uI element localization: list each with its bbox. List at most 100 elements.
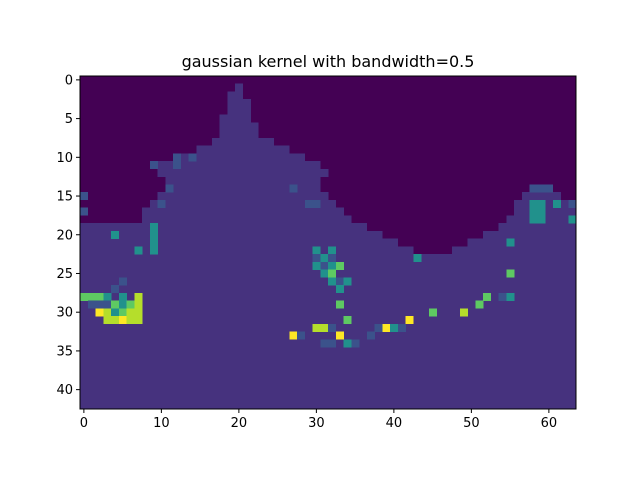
heatmap-cell [498,223,577,232]
heatmap-cell [483,292,492,301]
x-tick-label: 60 [541,416,558,431]
heatmap-cell [568,215,577,224]
heatmap-cell [111,285,120,294]
heatmap-cell [126,316,135,325]
heatmap-cell [328,339,337,348]
heatmap-cell [219,122,259,131]
heatmap-cell [413,254,422,263]
heatmap-cell [506,292,515,301]
heatmap-cell [537,207,546,216]
heatmap-cell [219,130,259,139]
heatmap-cell [80,378,577,387]
heatmap-cell [80,393,577,402]
heatmap-cell [149,161,158,170]
heatmap-cell [537,199,546,208]
heatmap-cell [335,331,344,340]
heatmap-cell [529,199,538,208]
heatmap-cell [506,269,515,278]
heatmap-cell [103,292,112,301]
heatmap-cell [126,300,135,309]
x-tick-label: 30 [308,416,325,431]
heatmap-cell [343,277,352,286]
heatmap-cell [320,323,329,332]
heatmap-cell [80,316,577,325]
heatmap-cell [134,246,143,255]
y-tick-label: 10 [56,151,73,166]
heatmap-cell [328,261,337,270]
heatmap-cell [312,261,321,270]
heatmap-cell [537,184,546,193]
heatmap-cell [149,246,158,255]
heatmap-cell [529,184,538,193]
heatmap-cell [227,91,244,100]
heatmap-cell [343,316,352,325]
heatmap-cell [149,199,337,208]
heatmap-cell [537,215,546,224]
heatmap-cell [343,339,352,348]
heatmap-cell [227,99,251,108]
heatmap-cell [521,192,561,201]
heatmap-cell [80,223,368,232]
heatmap-cell [87,300,96,309]
heatmap-cell [328,323,337,332]
heatmap-cell [118,277,127,286]
y-tick-label: 35 [56,344,73,359]
heatmap-cell [87,292,96,301]
heatmap-cell [328,254,337,263]
heatmap-cell [335,285,344,294]
heatmap-cell [111,308,120,317]
heatmap-cell [552,199,561,208]
heatmap-cell [165,184,321,193]
x-tick-label: 10 [153,416,170,431]
heatmap-cell [80,230,383,239]
heatmap-cell [335,277,344,286]
heatmap-cell [95,308,104,317]
heatmap-cell [289,184,298,193]
heatmap-cell [382,323,391,332]
heatmap-cell [320,269,329,278]
heatmap-cell [397,323,406,332]
heatmap-cell [157,168,329,177]
heatmap-cell [118,300,127,309]
y-tick-label: 30 [56,306,73,321]
heatmap-cell [103,308,112,317]
heatmap-cell [545,184,554,193]
heatmap-cell [80,192,89,201]
heatmap-cell [126,308,135,317]
heatmap-cell [188,153,197,162]
heatmap-cell [529,207,538,216]
heatmap-cell [134,316,143,325]
heatmap-cell [134,300,143,309]
heatmap-cell [149,223,158,232]
heatmap-cell [111,230,120,239]
y-tick-label: 5 [65,112,73,127]
heatmap-cell [165,184,174,193]
heatmap-cell [118,308,127,317]
heatmap-cell [452,246,577,255]
heatmap-cell [304,199,313,208]
heatmap-cell [328,269,337,278]
heatmap-cell [80,292,89,301]
y-tick-label: 40 [56,383,73,398]
heatmap-cell [149,238,158,247]
heatmap-cell [351,339,360,348]
heatmap-cell [312,323,321,332]
heatmap-cell [80,285,577,294]
heatmap-cell [459,308,468,317]
heatmap-cell [320,254,329,263]
heatmap-cell [289,331,298,340]
heatmap-cell [157,199,166,208]
heatmap-cell [80,238,399,247]
y-tick-label: 25 [56,267,73,282]
heatmap-cell [328,246,337,255]
heatmap-cell [80,401,577,410]
heatmap-cell [80,354,577,363]
heatmap-cell [103,316,112,325]
heatmap-cell [165,176,321,185]
heatmap-cell [366,331,375,340]
heatmap-cell [498,292,507,301]
heatmap-cell [227,106,251,116]
x-tick-label: 50 [463,416,480,431]
heatmap-cell [80,331,577,340]
heatmap-cell [80,292,577,301]
